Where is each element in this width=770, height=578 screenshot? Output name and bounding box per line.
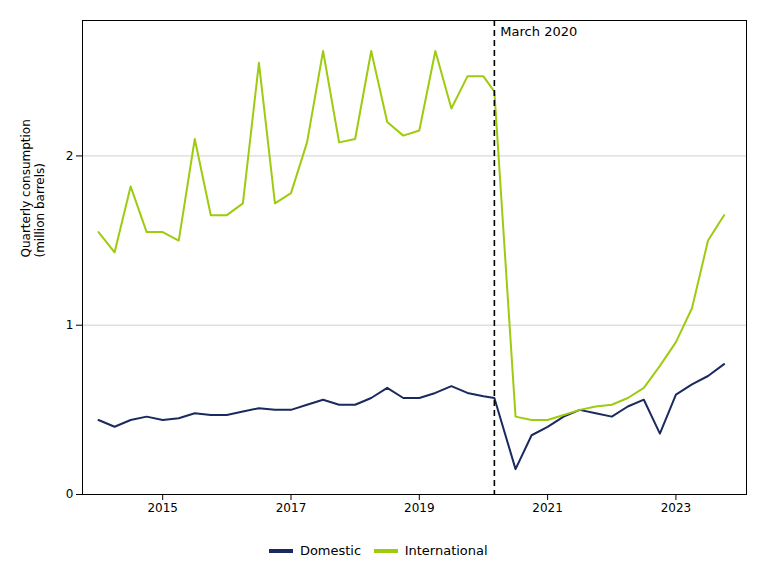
svg-text:2: 2 bbox=[66, 149, 74, 163]
svg-text:Quarterly consumption(million: Quarterly consumption(million barrels) bbox=[19, 119, 47, 257]
svg-text:2017: 2017 bbox=[276, 501, 307, 515]
svg-text:2021: 2021 bbox=[532, 501, 563, 515]
svg-text:2023: 2023 bbox=[661, 501, 692, 515]
svg-text:2019: 2019 bbox=[404, 501, 435, 515]
html-text:International: International bbox=[404, 543, 488, 558]
html-text:Domestic: Domestic bbox=[299, 543, 362, 558]
svg-text:1: 1 bbox=[66, 318, 74, 332]
svg-text:March 2020: March 2020 bbox=[500, 24, 577, 39]
svg-text:2015: 2015 bbox=[147, 501, 178, 515]
svg-text:0: 0 bbox=[66, 487, 74, 501]
